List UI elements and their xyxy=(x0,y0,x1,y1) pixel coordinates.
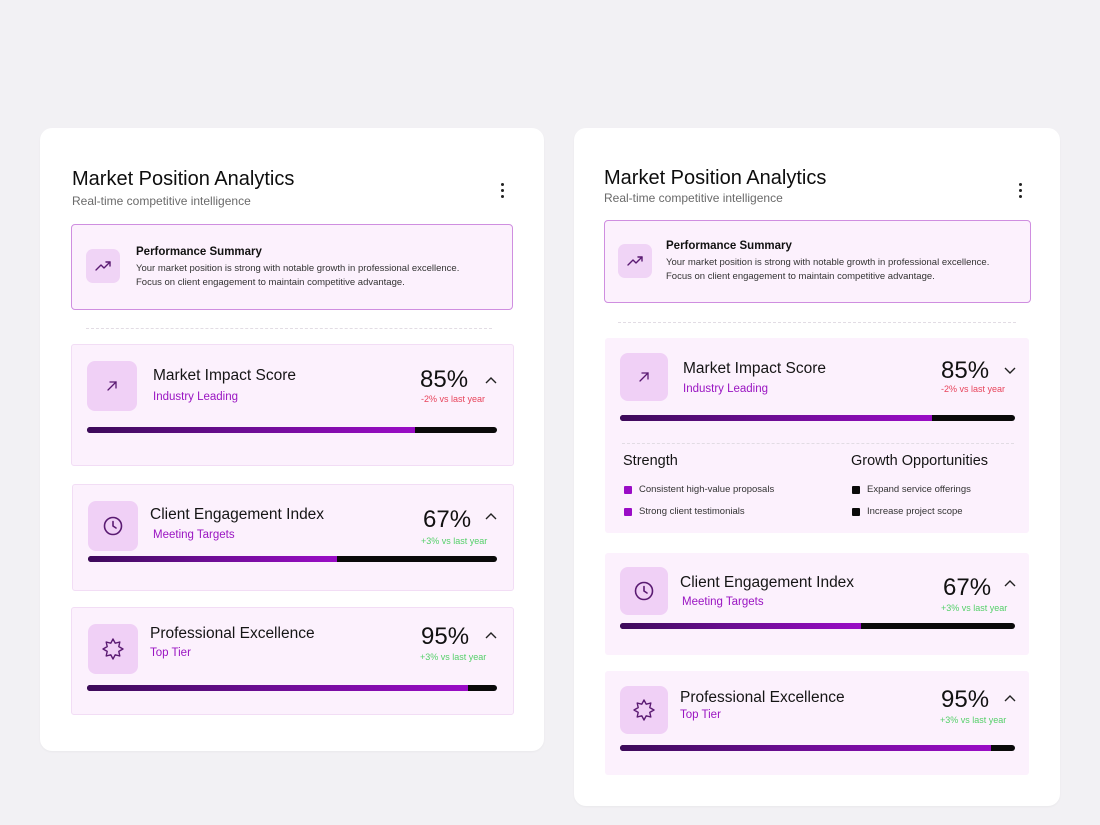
summary-line-2: Focus on client engagement to maintain c… xyxy=(666,271,935,282)
progress-bar xyxy=(620,745,1015,751)
strength-item: Consistent high-value proposals xyxy=(639,484,775,495)
trend-up-icon xyxy=(86,249,120,283)
strength-heading: Strength xyxy=(623,453,678,469)
bullet-marker xyxy=(624,508,632,516)
clock-icon xyxy=(620,567,668,615)
summary-line-1: Your market position is strong with nota… xyxy=(666,257,990,268)
progress-bar xyxy=(620,415,1015,421)
metric-name: Client Engagement Index xyxy=(150,506,325,523)
metric-card-client-engagement[interactable]: Client Engagement Index Meeting Targets … xyxy=(72,484,514,591)
metric-card-market-impact[interactable]: Market Impact Score Industry Leading 85%… xyxy=(605,338,1029,533)
metric-status: Top Tier xyxy=(150,647,191,659)
metric-card-professional-excellence[interactable]: Professional Excellence Top Tier 95% +3%… xyxy=(71,607,514,715)
analytics-panel-left: Market Position Analytics Real-time comp… xyxy=(40,128,544,751)
metric-delta: +3% vs last year xyxy=(940,715,1007,725)
metric-status: Meeting Targets xyxy=(682,596,764,608)
summary-title: Performance Summary xyxy=(136,246,262,258)
metric-delta: -2% vs last year xyxy=(941,384,1006,394)
progress-bar xyxy=(87,427,497,433)
metric-card-client-engagement[interactable]: Client Engagement Index Meeting Targets … xyxy=(605,553,1029,655)
section-divider xyxy=(618,322,1016,323)
section-divider xyxy=(86,328,492,329)
progress-bar xyxy=(620,623,1015,629)
metric-delta: -2% vs last year xyxy=(421,394,486,404)
chevron-up-icon[interactable] xyxy=(484,511,498,521)
chevron-up-icon[interactable] xyxy=(1003,578,1017,588)
progress-fill xyxy=(88,556,338,562)
metric-delta: +3% vs last year xyxy=(420,652,487,662)
more-vertical-icon[interactable] xyxy=(1010,179,1030,203)
summary-title: Performance Summary xyxy=(666,240,792,252)
metric-name: Professional Excellence xyxy=(680,689,845,706)
metric-value: 67% xyxy=(943,574,992,601)
metric-value: 95% xyxy=(941,686,990,713)
panel-title: Market Position Analytics xyxy=(72,168,295,190)
progress-fill xyxy=(87,427,415,433)
chevron-up-icon[interactable] xyxy=(484,630,498,640)
progress-bar xyxy=(88,556,497,562)
clock-icon xyxy=(88,501,138,551)
metric-status: Top Tier xyxy=(680,709,721,721)
arrow-up-right-icon xyxy=(620,353,668,401)
badge-icon xyxy=(88,624,138,674)
growth-item: Expand service offerings xyxy=(867,484,971,495)
arrow-up-right-icon xyxy=(87,361,137,411)
metric-status: Industry Leading xyxy=(153,391,239,403)
performance-summary: Performance Summary Your market position… xyxy=(71,224,513,310)
strength-item: Strong client testimonials xyxy=(639,506,745,517)
metric-name: Client Engagement Index xyxy=(680,574,855,591)
metric-value: 85% xyxy=(420,366,469,393)
panel-subtitle: Real-time competitive intelligence xyxy=(604,191,783,205)
bullet-marker xyxy=(852,508,860,516)
trend-up-icon xyxy=(618,244,652,278)
chevron-up-icon[interactable] xyxy=(484,375,498,385)
metric-value: 85% xyxy=(941,357,990,384)
chevron-down-icon[interactable] xyxy=(1003,366,1017,376)
bullet-marker xyxy=(852,486,860,494)
summary-line-2: Focus on client engagement to maintain c… xyxy=(136,277,405,288)
metric-name: Market Impact Score xyxy=(683,360,826,377)
metric-value: 95% xyxy=(421,623,470,650)
progress-bar xyxy=(87,685,497,691)
progress-fill xyxy=(620,623,861,629)
chevron-up-icon[interactable] xyxy=(1003,693,1017,703)
summary-line-1: Your market position is strong with nota… xyxy=(136,263,460,274)
metric-status: Industry Leading xyxy=(683,383,769,395)
performance-summary: Performance Summary Your market position… xyxy=(604,220,1031,303)
metric-card-professional-excellence[interactable]: Professional Excellence Top Tier 95% +3%… xyxy=(605,671,1029,775)
progress-fill xyxy=(620,415,933,421)
metric-delta: +3% vs last year xyxy=(941,603,1008,613)
panel-title: Market Position Analytics xyxy=(604,167,827,189)
progress-fill xyxy=(620,745,992,751)
progress-fill xyxy=(87,685,469,691)
bullet-marker xyxy=(624,486,632,494)
growth-item: Increase project scope xyxy=(867,506,963,517)
panel-subtitle: Real-time competitive intelligence xyxy=(72,194,251,208)
metric-card-market-impact[interactable]: Market Impact Score Industry Leading 85%… xyxy=(71,344,514,466)
more-vertical-icon[interactable] xyxy=(492,179,512,203)
metric-value: 67% xyxy=(423,506,472,533)
badge-icon xyxy=(620,686,668,734)
metric-name: Market Impact Score xyxy=(153,367,296,384)
analytics-panel-right: Market Position Analytics Real-time comp… xyxy=(574,128,1060,806)
metric-delta: +3% vs last year xyxy=(421,536,488,546)
metric-name: Professional Excellence xyxy=(150,625,315,642)
metric-status: Meeting Targets xyxy=(153,529,235,541)
details-divider xyxy=(622,443,1014,444)
growth-heading: Growth Opportunities xyxy=(851,453,989,469)
